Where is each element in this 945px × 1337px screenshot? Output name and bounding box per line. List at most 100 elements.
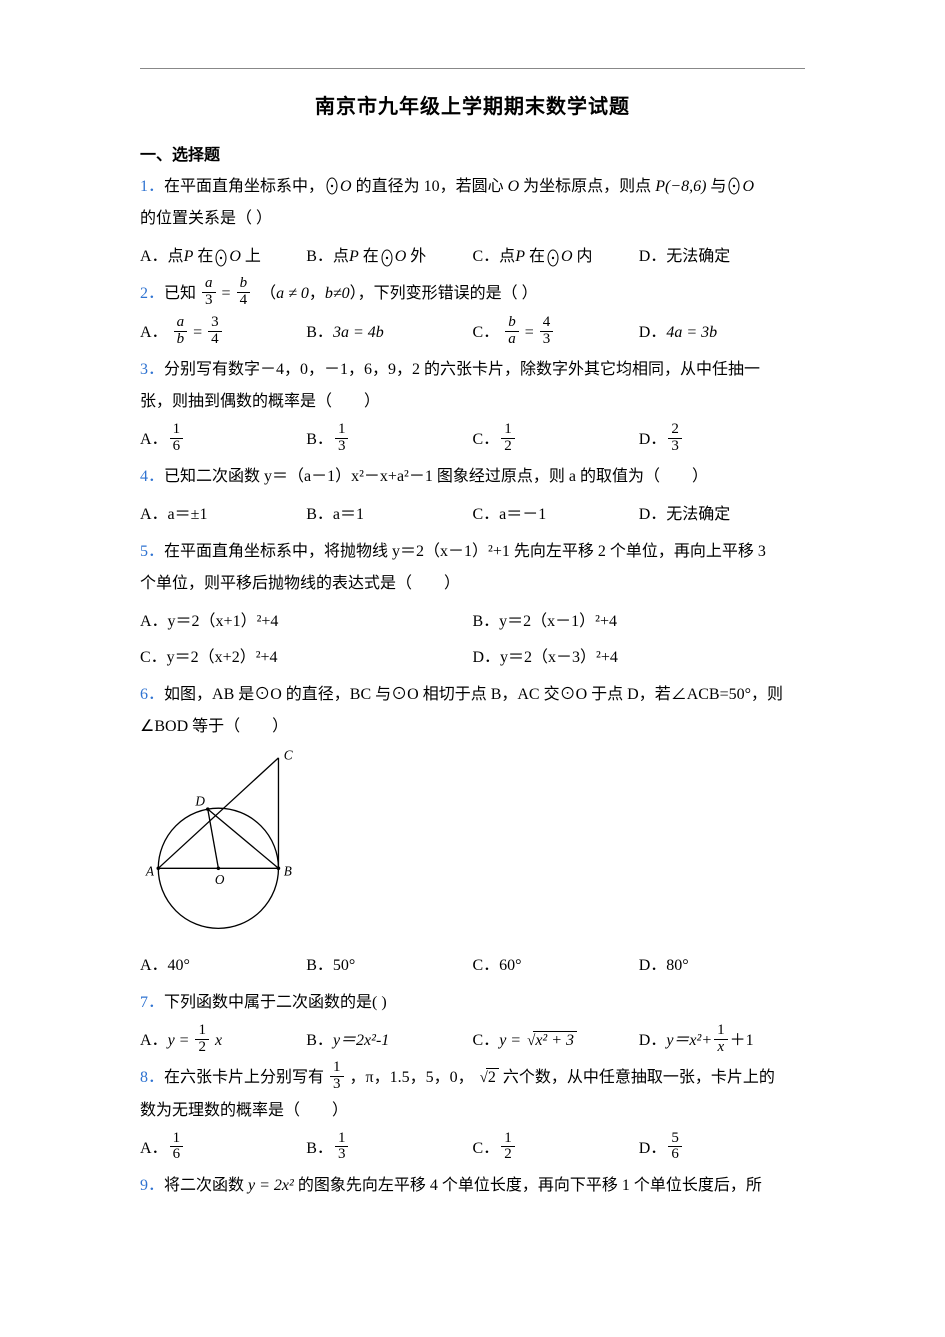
den: b <box>174 331 188 348</box>
num: 3 <box>208 315 222 331</box>
q1-O-3: O <box>742 178 754 195</box>
q4-opt-b: B．a＝1 <box>306 497 472 532</box>
q3-opt-a: A．16 <box>140 422 306 457</box>
q2-b-label: B． <box>306 324 333 341</box>
lbl: A． <box>140 1032 168 1049</box>
frac-den: 3 <box>202 292 216 309</box>
q2-a-frac: ab <box>174 315 188 348</box>
page-top-rule <box>140 68 805 69</box>
page-title: 南京市九年级上学期期末数学试题 <box>140 90 805 119</box>
frac: 16 <box>170 422 184 455</box>
q8-line2: 数为无理数的概率是（ ） <box>140 1102 348 1119</box>
q5-line1: 在平面直角坐标系中，将抛物线 y＝2（x－1）²+1 先向左平移 2 个单位，再… <box>164 543 766 560</box>
circle-o-icon <box>379 246 395 266</box>
q6-number: 6． <box>140 686 164 703</box>
q8-opt-b: B．13 <box>306 1131 472 1166</box>
q1-O-2: O <box>508 178 520 195</box>
q1-a-P: P <box>184 248 194 265</box>
q1-b-P: P <box>349 248 359 265</box>
lbl: C． <box>473 1140 500 1157</box>
q3-number: 3． <box>140 361 164 378</box>
q1-b-a: B．点 <box>306 248 349 265</box>
frac: 12 <box>501 1131 515 1164</box>
q4-options: A．a＝±1 B．a＝1 C．a＝－1 D．无法确定 <box>140 497 805 532</box>
q9-eq: y = 2x² <box>248 1177 294 1194</box>
den: 3 <box>540 331 554 348</box>
q3-options: A．16 B．13 C．12 D．23 <box>140 422 805 457</box>
q1-c-O: O <box>561 248 573 265</box>
q1-text-a: 在平面直角坐标系中， <box>164 178 324 195</box>
q1-O-1: O <box>340 178 352 195</box>
q2-opt-c: C． ba = 43 <box>473 315 639 350</box>
q6-opt-a: A．40° <box>140 948 306 983</box>
circle-o-icon <box>545 246 561 266</box>
q5-options: A．y＝2（x+1）²+4 B．y＝2（x－1）²+4 C．y＝2（x+2）²+… <box>140 604 805 674</box>
q6-line2: ∠BOD 等于（ ） <box>140 718 288 735</box>
d: 3 <box>335 1146 349 1163</box>
q1-number: 1． <box>140 178 164 195</box>
d: 2 <box>501 438 515 455</box>
num: a <box>174 315 188 331</box>
q4: 4．已知二次函数 y＝（a－1）x²－x+a²－1 图象经过原点，则 a 的取值… <box>140 461 805 493</box>
lbl: D． <box>639 431 667 448</box>
q2-frac-b4: b4 <box>237 276 251 309</box>
q9-text-a: 将二次函数 <box>164 1177 244 1194</box>
svg-text:C: C <box>284 749 293 763</box>
sqrt: x² + 3 <box>525 1023 577 1058</box>
frac-den: 4 <box>237 292 251 309</box>
q9-text-b: 的图象先向左平移 4 个单位长度，再向下平移 1 个单位长度后，所 <box>298 1177 762 1194</box>
d: 3 <box>668 438 682 455</box>
q1-b-b: 在 <box>363 248 379 265</box>
q2-c-frac: ba <box>505 315 519 348</box>
frac: 12 <box>195 1023 209 1056</box>
d: 3 <box>335 438 349 455</box>
q8-l1a: 在六张卡片上分别写有 <box>164 1069 324 1086</box>
d: 2 <box>501 1146 515 1163</box>
n: 1 <box>501 1131 515 1147</box>
q2-text-b: （ <box>260 285 276 302</box>
lbl: B． <box>306 1140 333 1157</box>
pre: y = <box>168 1032 190 1049</box>
q1-text-d: 与 <box>710 178 726 195</box>
pre: y = <box>499 1032 521 1049</box>
q8-options: A．16 B．13 C．12 D．56 <box>140 1131 805 1166</box>
q6-options: A．40° B．50° C．60° D．80° <box>140 948 805 983</box>
q1-options: A．点P 在O 上 B．点P 在O 外 C．点P 在O 内 D．无法确定 <box>140 239 805 274</box>
lbl: D． <box>639 1032 667 1049</box>
eq-sign: = <box>525 324 538 341</box>
q7-opt-d: D．y＝x²+1x＋1 <box>639 1023 805 1058</box>
q7-opt-b: B．y＝2x²-1 <box>306 1023 472 1058</box>
q1-c-P: P <box>515 248 525 265</box>
q4-opt-d: D．无法确定 <box>639 497 805 532</box>
q1-c-c: 内 <box>577 248 593 265</box>
q8-opt-d: D．56 <box>639 1131 805 1166</box>
radicand: 2 <box>486 1068 499 1086</box>
circle-diagram-svg: A B C D O <box>140 749 310 939</box>
q7-opt-a: A．y = 12 x <box>140 1023 306 1058</box>
lbl: A． <box>140 431 168 448</box>
q1-line2: 的位置关系是（ ） <box>140 210 272 227</box>
q1: 1．在平面直角坐标系中，O 的直径为 10，若圆心 O 为坐标原点，则点 P(−… <box>140 171 805 235</box>
q6-opt-d: D．80° <box>639 948 805 983</box>
q1-a-b: 在 <box>197 248 213 265</box>
q2-c-frac2: 43 <box>540 315 554 348</box>
q1-b-c: 外 <box>410 248 426 265</box>
q2-opt-d: D．4a = 3b <box>639 315 805 350</box>
frac: 12 <box>501 422 515 455</box>
q2-b-eq: 3a = 4b <box>333 324 384 341</box>
q2-a-label: A． <box>140 324 168 341</box>
frac-num: a <box>202 276 216 292</box>
lbl: C． <box>473 431 500 448</box>
q5-line2: 个单位，则平移后抛物线的表达式是（ ） <box>140 575 460 592</box>
q2-number: 2． <box>140 285 164 302</box>
q7-opt-c: C．y = x² + 3 <box>473 1023 639 1058</box>
svg-text:B: B <box>284 863 292 878</box>
q6-line1: 如图，AB 是⊙O 的直径，BC 与⊙O 相切于点 B，AC 交⊙O 于点 D，… <box>164 686 783 703</box>
q2-opt-b: B．3a = 4b <box>306 315 472 350</box>
frac: 56 <box>668 1131 682 1164</box>
d: 6 <box>668 1146 682 1163</box>
q1-c-a: C．点 <box>473 248 516 265</box>
q6-opt-c: C．60° <box>473 948 639 983</box>
num: b <box>505 315 519 331</box>
q2: 2．已知 a3 = b4 （a ≠ 0，b≠0），下列变形错误的是（ ） <box>140 278 805 311</box>
